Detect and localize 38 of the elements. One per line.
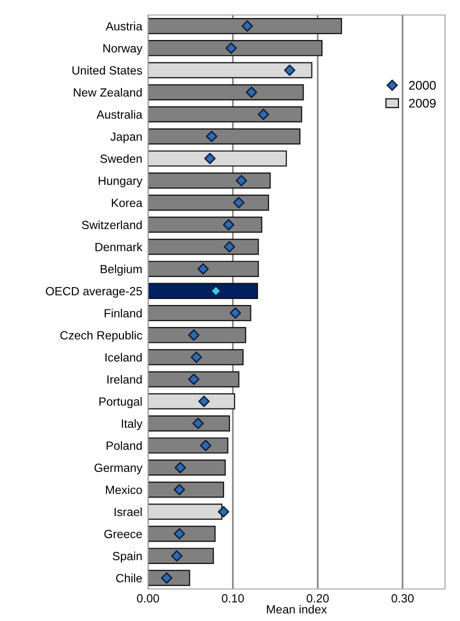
y-tick-label: Chile (116, 574, 142, 582)
y-tick-label: Switzerland (82, 220, 142, 230)
x-tick-label: 0.20 (306, 594, 329, 603)
legend-label: 2009 (409, 98, 436, 108)
y-tick-label: Denmark (96, 242, 142, 252)
x-axis-title: Mean index (266, 604, 327, 614)
y-tick-label: Greece (104, 530, 142, 538)
y-tick-label: Belgium (100, 264, 142, 276)
bar (148, 504, 222, 520)
bar (148, 393, 236, 410)
y-tick-label: Ireland (107, 374, 142, 384)
y-tick-label: Spain (112, 552, 142, 563)
y-tick-label: New Zealand (74, 88, 142, 97)
y-tick-label: Austria (106, 22, 142, 30)
y-tick-label: Sweden (100, 154, 142, 163)
y-tick-label: Czech Republic (60, 330, 142, 342)
y-tick-label: OECD average-25 (46, 286, 142, 298)
y-tick-label: Korea (112, 198, 142, 208)
y-tick-label: Iceland (105, 352, 142, 362)
y-tick-label: Germany (94, 464, 142, 474)
y-tick-label: Australia (96, 110, 142, 119)
y-tick-label: Norway (103, 44, 142, 55)
x-tick-label: 0.10 (222, 594, 244, 603)
bar (148, 282, 258, 300)
y-tick-label: United States (72, 66, 142, 75)
y-tick-label: Finland (104, 308, 142, 318)
y-tick-label: Italy (122, 419, 142, 430)
y-tick-label: Israel (114, 507, 142, 516)
y-tick-label: Poland (106, 441, 142, 450)
x-tick-label: 0.00 (136, 594, 160, 603)
y-tick-label: Portugal (99, 397, 142, 408)
bar (148, 62, 312, 78)
bar (148, 150, 287, 167)
y-tick-label: Hungary (98, 176, 142, 188)
y-tick-label: Mexico (106, 485, 142, 494)
y-tick-label: Japan (110, 132, 142, 144)
x-tick-label: 0.30 (392, 594, 414, 603)
legend-label: 2000 (409, 80, 436, 90)
